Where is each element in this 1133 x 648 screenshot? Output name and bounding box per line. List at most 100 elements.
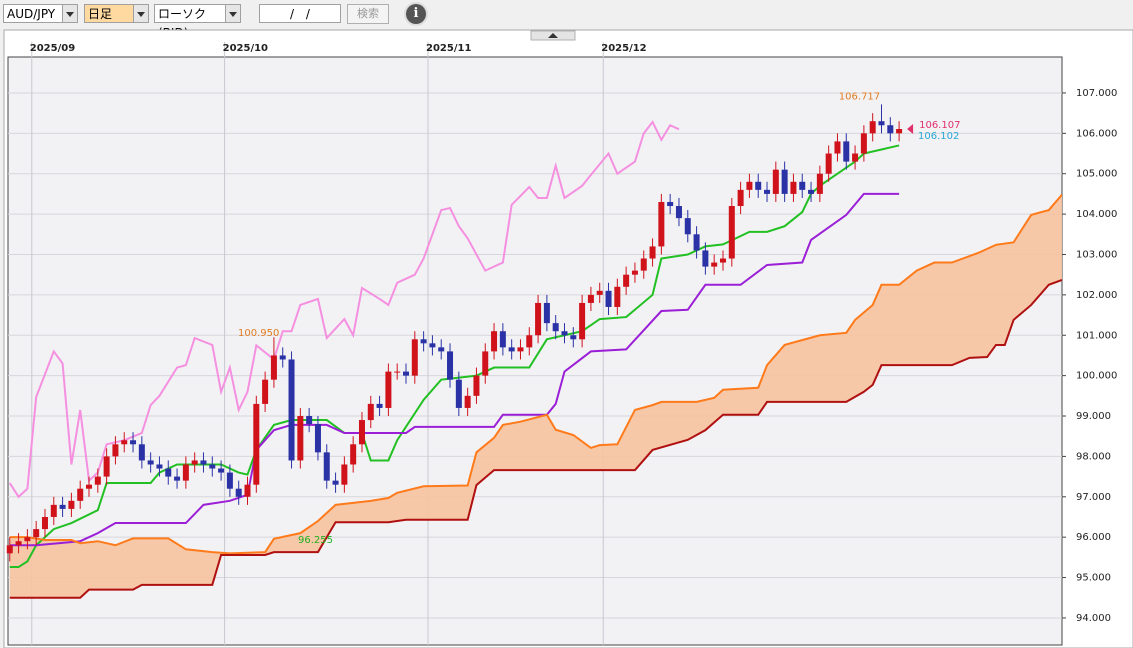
candle-body: [614, 286, 621, 307]
candle-body: [447, 351, 454, 380]
candle-body: [535, 302, 542, 336]
y-tick-label: 94.000: [1076, 613, 1111, 624]
candle-body: [764, 189, 771, 194]
period-select[interactable]: 日足: [84, 4, 134, 23]
x-tick-label: 2025/10: [223, 43, 268, 54]
x-tick-label: 2025/11: [426, 43, 471, 54]
candle-body: [816, 173, 823, 194]
candle-body: [306, 416, 313, 425]
candle-body: [41, 516, 48, 530]
candle-body: [737, 189, 744, 207]
candle-body: [341, 464, 348, 485]
candle-body: [332, 480, 339, 485]
candle-body: [860, 133, 867, 154]
date-input[interactable]: / /: [259, 4, 341, 23]
candle-body: [561, 331, 568, 336]
annotation: 100.950: [238, 328, 279, 339]
grid: [8, 42, 1066, 645]
candle-body: [790, 181, 797, 194]
y-tick-label: 101.000: [1076, 330, 1117, 341]
candle-body: [94, 476, 101, 485]
candle-body: [834, 141, 841, 154]
candle-body: [746, 181, 753, 190]
candle-body: [605, 290, 612, 307]
candle-body: [491, 331, 498, 352]
candle-body: [59, 504, 66, 509]
candle-body: [772, 169, 779, 194]
candle-body: [728, 206, 735, 259]
candle-body: [50, 504, 57, 517]
y-tick-label: 104.000: [1076, 209, 1117, 220]
candle-body: [473, 375, 480, 396]
y-tick-label: 100.000: [1076, 371, 1117, 382]
candle-body: [130, 440, 137, 445]
candle-body: [112, 444, 119, 457]
info-button[interactable]: i: [406, 4, 426, 24]
candle-body: [385, 371, 392, 408]
cloud-layer: [9, 194, 1062, 598]
candle-body: [517, 347, 524, 352]
candle-body: [323, 452, 330, 481]
candle-body: [596, 290, 603, 295]
y-tick-label: 95.000: [1076, 573, 1111, 584]
candle-body: [869, 121, 876, 134]
candle-body: [640, 258, 647, 271]
label-layer: 94.000 95.000 96.000 97.000 98.000 99.000 100.…: [30, 43, 1118, 624]
candle-body: [508, 347, 515, 352]
candle-body: [121, 440, 128, 445]
candle-body: [420, 339, 427, 344]
candle-body: [631, 270, 638, 275]
candle-body: [702, 250, 709, 267]
candle-body: [226, 472, 233, 489]
dropdown-arrow[interactable]: [62, 4, 78, 23]
indicator-line: [9, 192, 900, 547]
y-tick-label: 105.000: [1076, 169, 1117, 180]
candle-body: [15, 541, 22, 546]
indicator-line: [9, 278, 1062, 599]
annotation: 106.102: [918, 131, 959, 142]
candle-body: [755, 181, 762, 190]
candle-body: [235, 488, 242, 497]
candle-body: [719, 258, 726, 263]
indicator-line: [8, 120, 680, 499]
last-price-label: 106.107: [919, 120, 960, 131]
candle-body: [455, 379, 462, 408]
dropdown-arrow[interactable]: [133, 4, 149, 23]
candle-body: [403, 371, 410, 376]
y-tick-label: 107.000: [1076, 88, 1117, 99]
candle-body: [825, 153, 832, 174]
candle-body: [438, 347, 445, 352]
cloud-fill: [9, 194, 1062, 598]
candle-body: [182, 464, 189, 481]
dropdown-arrow[interactable]: [225, 4, 241, 23]
candle-body: [499, 331, 506, 348]
candle-body: [77, 488, 84, 501]
y-tick-label: 102.000: [1076, 290, 1117, 301]
y-tick-label: 97.000: [1076, 492, 1111, 503]
y-tick-label: 103.000: [1076, 249, 1117, 260]
candle-body: [693, 234, 700, 251]
candle-body: [218, 468, 225, 473]
candle-body: [852, 153, 859, 162]
high-label: 106.717: [839, 91, 880, 102]
search-button[interactable]: 検索: [347, 4, 389, 24]
collapse-icon[interactable]: [548, 33, 558, 38]
candle-body: [429, 343, 436, 348]
candle-body: [684, 218, 691, 235]
candle-body: [376, 403, 383, 408]
candle-body: [174, 476, 181, 481]
indicator-line: [9, 194, 1062, 555]
candle-body: [675, 206, 682, 219]
candle-body: [262, 379, 269, 404]
y-tick-label: 106.000: [1076, 128, 1117, 139]
candle-body: [878, 121, 885, 126]
candle-body: [552, 323, 559, 332]
candle-body: [147, 460, 154, 465]
x-tick-label: 2025/12: [601, 43, 646, 54]
candle-body: [297, 416, 304, 461]
candle-body: [482, 351, 489, 376]
candle-body: [314, 424, 321, 453]
candle-body: [781, 169, 788, 194]
candle-body: [711, 262, 718, 267]
